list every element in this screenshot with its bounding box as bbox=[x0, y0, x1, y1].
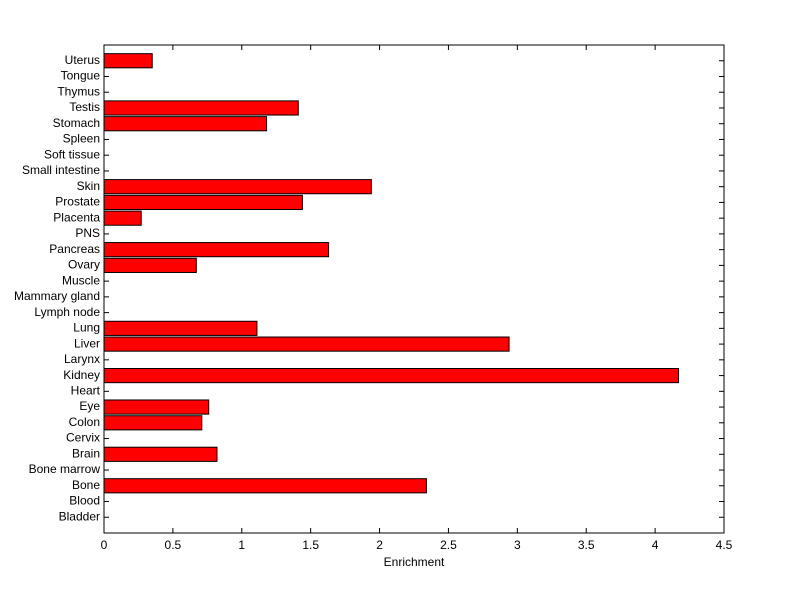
y-tick-label: Placenta bbox=[53, 210, 100, 224]
y-tick-label: Mammary gland bbox=[14, 289, 100, 303]
x-tick-label: 4.5 bbox=[716, 538, 733, 552]
y-tick-label: Soft tissue bbox=[44, 147, 100, 161]
y-tick-label: Brain bbox=[72, 446, 100, 460]
bar bbox=[103, 210, 142, 226]
bar bbox=[103, 242, 330, 258]
x-tick-label: 1.5 bbox=[302, 538, 319, 552]
y-tick-label: Liver bbox=[74, 336, 100, 350]
y-tick-label: Lung bbox=[73, 321, 100, 335]
bar bbox=[103, 446, 218, 462]
y-tick-label: Stomach bbox=[53, 116, 100, 130]
x-tick-label: 0.5 bbox=[165, 538, 182, 552]
bar bbox=[103, 336, 510, 352]
y-tick-label: Eye bbox=[79, 399, 100, 413]
y-tick-label: Prostate bbox=[55, 195, 100, 209]
y-tick-label: Tongue bbox=[61, 69, 101, 83]
bar bbox=[103, 415, 203, 431]
x-tick-label: 2 bbox=[376, 538, 383, 552]
x-tick-label: 0 bbox=[101, 538, 108, 552]
y-tick-label: Spleen bbox=[63, 132, 100, 146]
y-tick-label: Skin bbox=[77, 179, 100, 193]
y-tick-label: Small intestine bbox=[22, 163, 100, 177]
x-tick-label: 1 bbox=[238, 538, 245, 552]
y-tick-label: Uterus bbox=[65, 53, 100, 67]
bar bbox=[103, 179, 372, 195]
y-tick-label: Testis bbox=[69, 100, 100, 114]
x-tick-label: 3.5 bbox=[578, 538, 595, 552]
bar bbox=[103, 116, 268, 132]
bar bbox=[103, 478, 427, 494]
y-tick-label: PNS bbox=[75, 226, 100, 240]
y-tick-label: Thymus bbox=[57, 84, 100, 98]
bar bbox=[103, 257, 197, 273]
bar bbox=[103, 194, 303, 211]
y-tick-label: Ovary bbox=[68, 258, 100, 272]
y-tick-label: Muscle bbox=[62, 273, 100, 287]
bar bbox=[103, 399, 210, 415]
bar bbox=[103, 320, 258, 336]
x-tick-label: 4 bbox=[652, 538, 659, 552]
y-tick-label: Lymph node bbox=[34, 305, 100, 319]
bar bbox=[103, 100, 299, 116]
x-axis-label: Enrichment bbox=[384, 555, 445, 569]
y-tick-label: Larynx bbox=[64, 352, 100, 366]
y-tick-label: Pancreas bbox=[49, 242, 100, 256]
x-tick-label: 3 bbox=[514, 538, 521, 552]
y-tick-label: Bladder bbox=[59, 509, 100, 523]
y-tick-label: Colon bbox=[69, 415, 100, 429]
y-tick-label: Kidney bbox=[63, 368, 100, 382]
y-tick-label: Cervix bbox=[66, 431, 100, 445]
bar bbox=[103, 367, 680, 384]
y-tick-label: Blood bbox=[69, 494, 100, 508]
y-tick-label: Bone bbox=[72, 478, 100, 492]
x-tick-label: 2.5 bbox=[440, 538, 457, 552]
bar bbox=[103, 53, 153, 69]
y-tick-label: Bone marrow bbox=[29, 462, 101, 476]
y-tick-label: Heart bbox=[71, 383, 101, 397]
